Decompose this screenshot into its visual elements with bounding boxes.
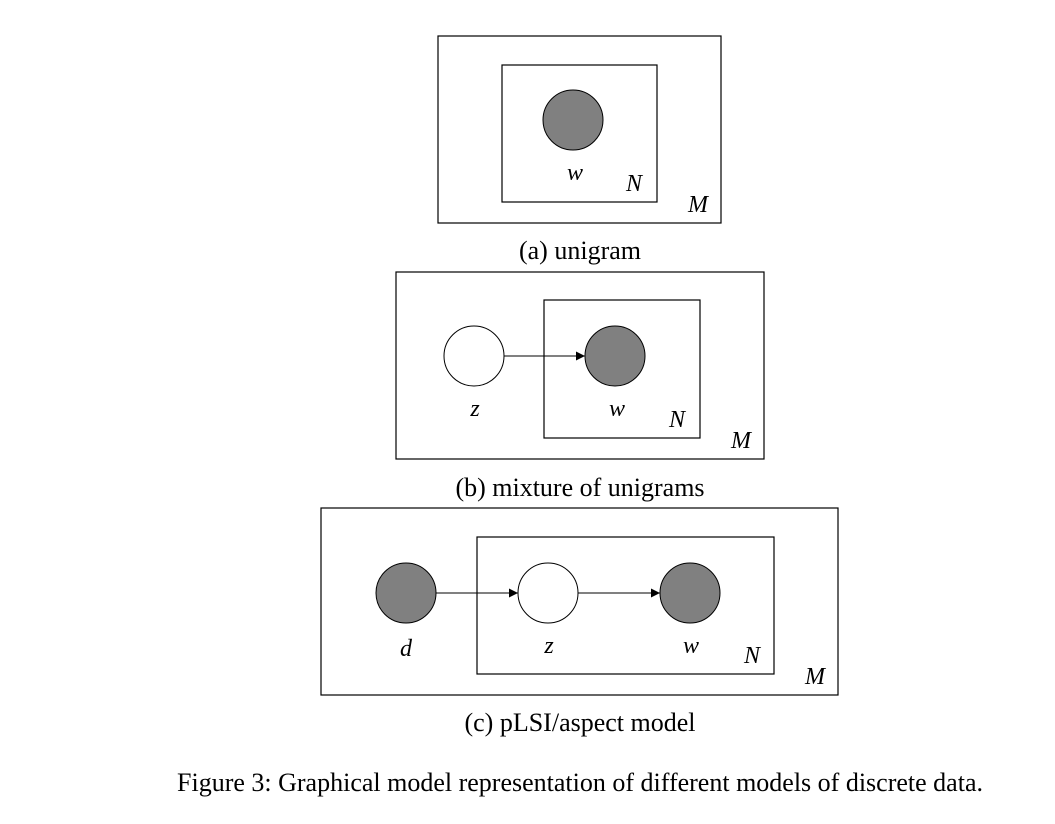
node-z [517, 562, 579, 624]
plate-M [320, 507, 839, 696]
plate-N-label: N [743, 643, 762, 669]
plate-N-label: N [625, 171, 644, 197]
node-z-label: z [469, 396, 480, 422]
node-d [375, 562, 437, 624]
panel-mixture-of-unigrams: z w N M (b) mixture of unigrams [395, 271, 765, 502]
panel-plsi-aspect-model: d z w N M (c) pLSI/aspect model [320, 507, 839, 737]
node-z [443, 325, 505, 387]
plate-M [437, 35, 722, 224]
panel-caption: (c) pLSI/aspect model [464, 708, 695, 737]
plate-N-label: N [668, 407, 687, 433]
plate-M-label: M [687, 192, 710, 218]
plate-N [476, 536, 775, 675]
node-d-label: d [400, 636, 413, 662]
node-w [584, 325, 646, 387]
panel-caption: (b) mixture of unigrams [455, 473, 704, 502]
node-w-label: w [567, 160, 583, 186]
plate-M [395, 271, 765, 460]
node-w-label: w [609, 396, 625, 422]
node-z-label: z [543, 633, 554, 659]
plate-M-label: M [730, 428, 753, 454]
plate-M-label: M [804, 664, 827, 690]
panel-unigram: w N M (a) unigram [437, 35, 722, 265]
panel-caption: (a) unigram [519, 236, 641, 265]
plate-N [501, 64, 658, 203]
figure-caption: Figure 3: Graphical model representation… [177, 768, 983, 797]
plate-N [543, 299, 701, 439]
node-w [542, 89, 604, 151]
node-w-label: w [683, 633, 699, 659]
node-w [659, 562, 721, 624]
